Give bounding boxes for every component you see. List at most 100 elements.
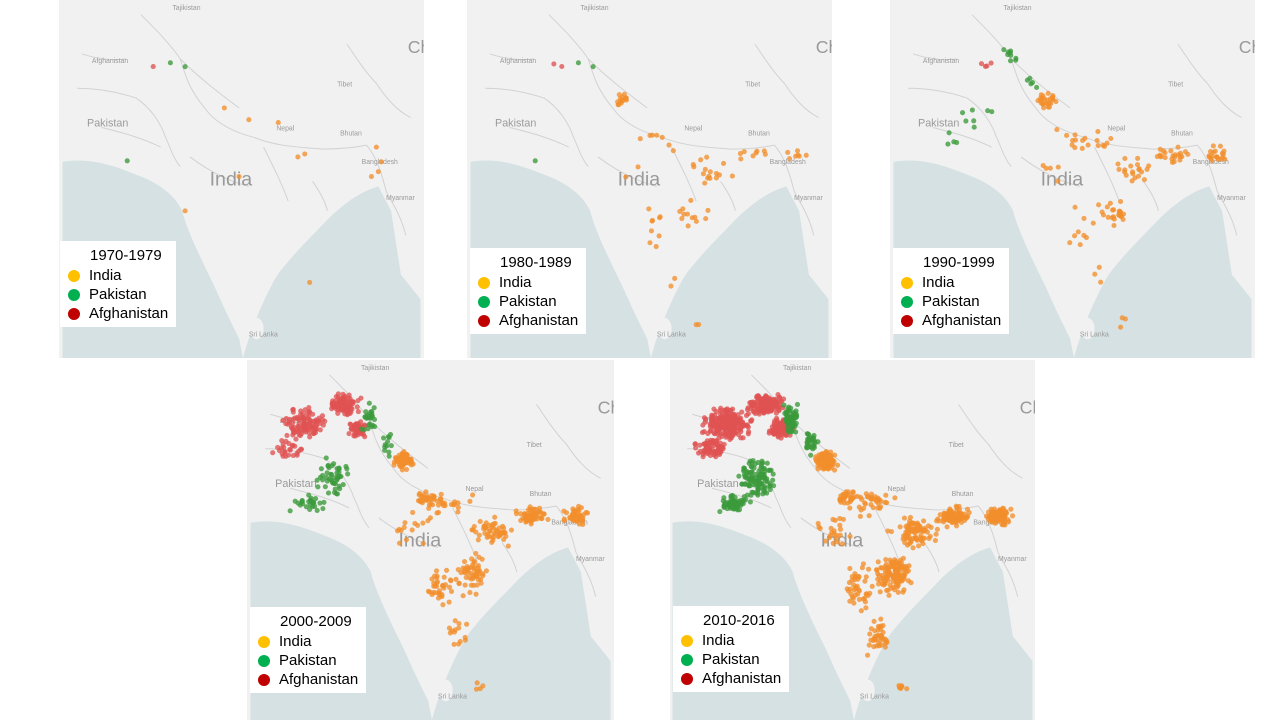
pakistan-event-point [969, 107, 975, 113]
country-border [923, 542, 940, 573]
afghanistan-event-point [310, 427, 316, 433]
india-event-point [738, 156, 744, 162]
pakistan-event-point [336, 465, 342, 471]
india-event-point [1045, 90, 1051, 96]
afghanistan-event-point [776, 422, 782, 428]
india-event-point [1094, 138, 1100, 144]
country-border [485, 87, 589, 168]
india-event-point [921, 535, 928, 541]
india-event-point [1120, 216, 1126, 223]
india-event-point [827, 459, 833, 465]
india-event-point [1055, 164, 1061, 170]
india-event-point [857, 513, 863, 519]
country-border [189, 156, 249, 187]
india-event-point [681, 211, 687, 217]
afghanistan-event-point [282, 449, 288, 455]
pakistan-event-point [762, 485, 768, 491]
india-event-point [448, 588, 455, 594]
legend-item-afghanistan: Afghanistan [901, 311, 1001, 330]
india-event-point [464, 621, 470, 627]
india-event-point [623, 95, 629, 101]
india-event-point [1043, 165, 1049, 171]
india-event-point [884, 576, 890, 582]
legend-period-title: 1980-1989 [500, 254, 572, 271]
pakistan-event-point [794, 401, 801, 408]
india-event-point [878, 565, 884, 571]
india-event-point [399, 451, 406, 457]
afghanistan-event-point [714, 428, 720, 434]
country-border [754, 43, 819, 119]
india-event-point [875, 623, 882, 630]
afghanistan-event-point [340, 396, 346, 403]
india-event-point [653, 244, 659, 250]
india-event-point [1054, 127, 1060, 133]
afghanistan-event-point [713, 408, 719, 415]
india-event-point [1141, 177, 1147, 183]
india-event-point [1172, 152, 1178, 158]
afghanistan-color-dot [478, 314, 490, 327]
pakistan-event-point [386, 453, 392, 459]
pakistan-event-point [747, 483, 753, 489]
event-points [270, 391, 591, 692]
india-event-point [477, 685, 483, 692]
india-event-point [1217, 143, 1223, 149]
country-border [1197, 144, 1238, 236]
afghanistan-event-point [348, 421, 354, 428]
afghanistan-event-point [307, 434, 313, 440]
india-event-point [420, 520, 426, 526]
india-event-point [465, 570, 471, 576]
india-event-point [875, 505, 881, 511]
india-event-point [884, 571, 890, 578]
india-event-point [1050, 95, 1056, 102]
india-event-point [444, 567, 450, 573]
bay-of-bengal [650, 186, 829, 358]
legend-label-india: India [279, 633, 312, 650]
india-event-point [1177, 150, 1184, 156]
india-event-point [1118, 324, 1124, 330]
india-event-point [449, 628, 455, 634]
india-event-point [391, 462, 397, 468]
india-event-point [1129, 169, 1136, 175]
india-event-point [409, 527, 415, 533]
afghanistan-event-point [730, 416, 737, 422]
india-color-dot [68, 269, 80, 282]
india-event-point [693, 218, 699, 224]
map-label-bhutan: Bhutan [952, 491, 974, 498]
india-event-point [956, 510, 962, 516]
legend-label-pakistan: Pakistan [702, 651, 760, 668]
legend-label-india: India [89, 267, 122, 284]
india-event-point [750, 153, 756, 159]
map-label-tajikistan: Tajikistan [783, 365, 812, 372]
afghanistan-event-point [289, 425, 295, 431]
afghanistan-event-point [330, 398, 336, 404]
india-event-point [874, 567, 880, 573]
afghanistan-event-point [358, 419, 364, 425]
country-border [1010, 58, 1071, 109]
map-label-sri-lanka: Sri Lanka [1080, 331, 1109, 338]
india-event-point [813, 458, 819, 464]
pakistan-event-point [320, 477, 326, 483]
india-event-point [947, 516, 954, 523]
pakistan-event-point [308, 495, 314, 501]
india-event-point [787, 156, 793, 162]
bay-of-bengal [1073, 186, 1252, 358]
india-event-point [425, 518, 431, 524]
india-event-point [882, 499, 888, 505]
india-event-point [442, 503, 448, 509]
pakistan-event-point [314, 477, 320, 483]
country-border [501, 542, 518, 573]
india-event-point [1045, 104, 1051, 110]
india-event-point [657, 214, 663, 220]
india-event-point [1171, 159, 1177, 165]
india-color-dot [258, 635, 270, 648]
map-label-sri-lanka: Sri Lanka [860, 693, 889, 700]
india-event-point [295, 154, 301, 160]
india-event-point [576, 521, 582, 527]
india-event-point [1175, 144, 1181, 150]
map-label-sri-lanka: Sri Lanka [657, 331, 686, 338]
pakistan-event-point [721, 503, 727, 509]
pakistan-event-point [336, 469, 342, 475]
map-panel-2010-2016: Tajikistan Afghanistan Pakistan Tibet Nepal B… [670, 360, 1035, 720]
india-event-point [460, 565, 466, 571]
afghanistan-event-point [335, 391, 341, 397]
